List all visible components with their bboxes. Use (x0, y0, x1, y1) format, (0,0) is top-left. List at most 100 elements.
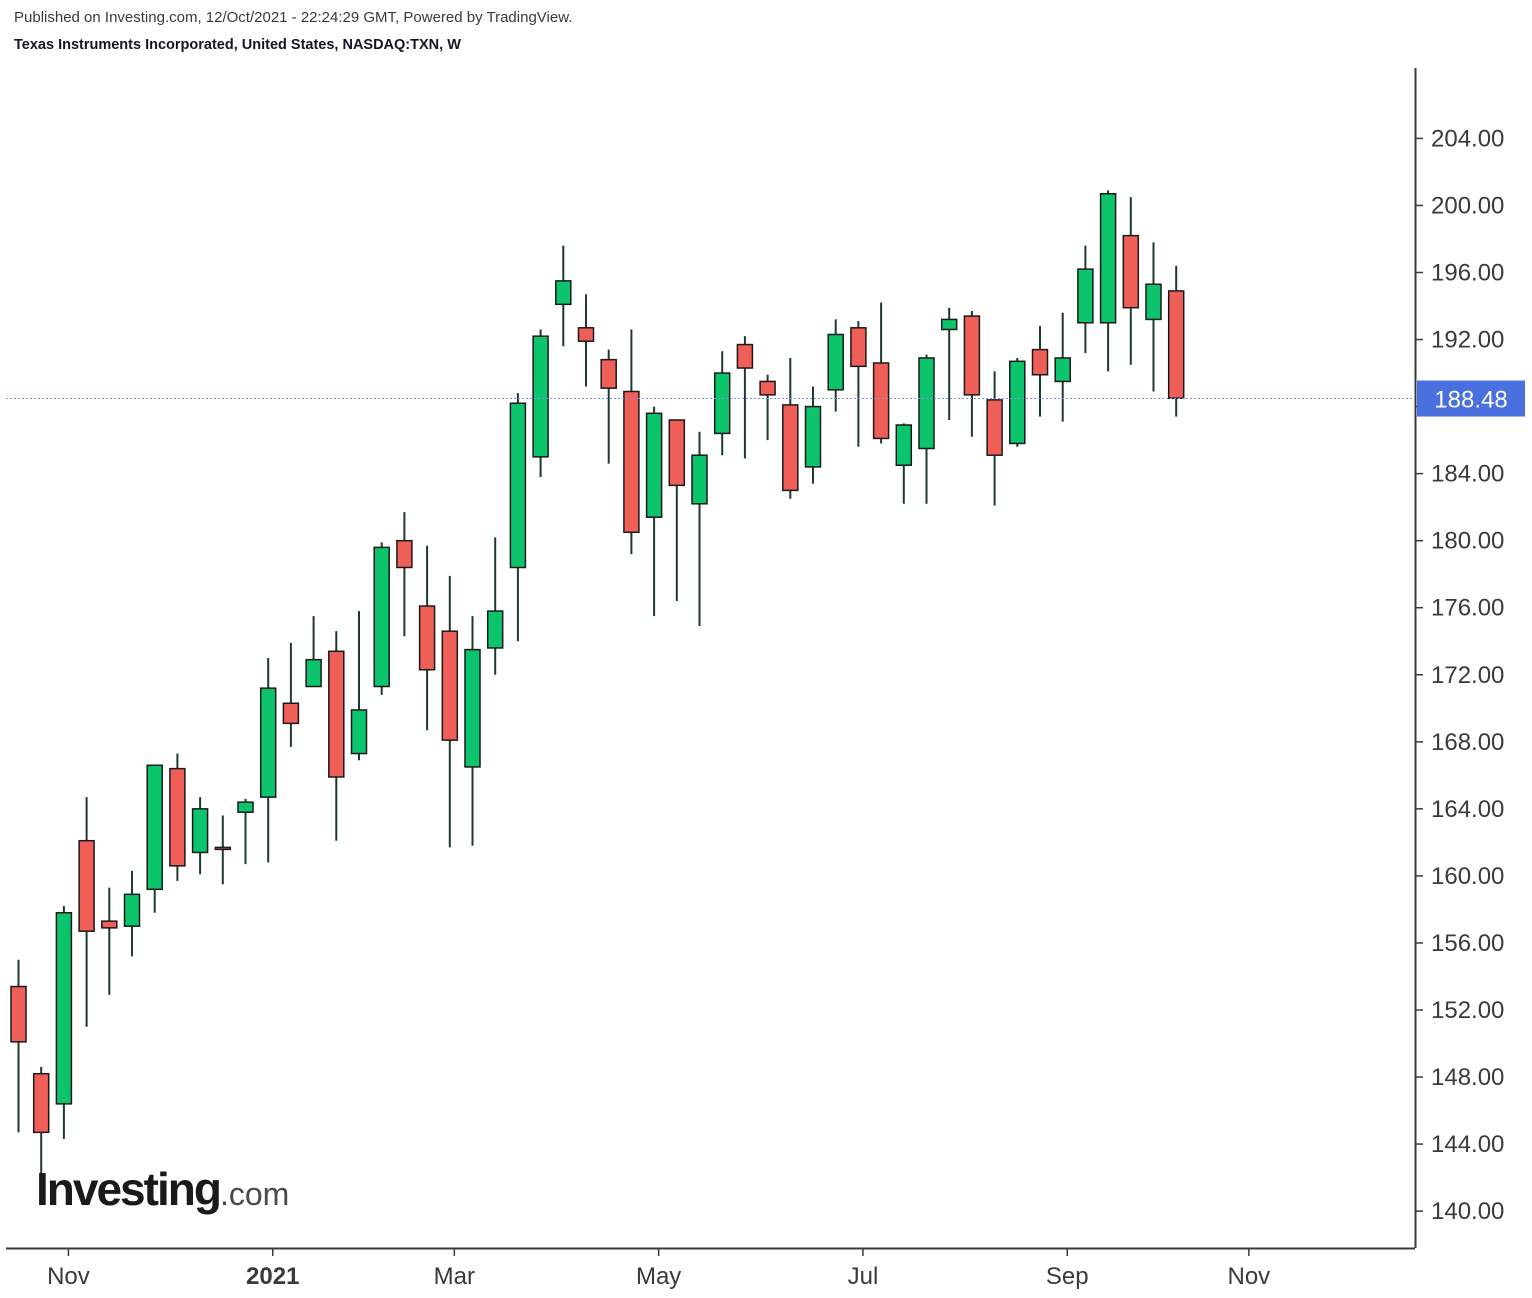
candle (804, 386, 822, 484)
instrument-title: Texas Instruments Incorporated, United S… (14, 37, 461, 53)
candle-body-down (623, 390, 640, 534)
candle-body-down (668, 419, 686, 487)
candle-body-down (759, 380, 776, 396)
candle-body-up (918, 357, 935, 450)
candle (940, 307, 958, 420)
candle (509, 393, 527, 642)
price-tick-label: 164.00 (1431, 796, 1504, 823)
time-tick-label: Sep (1046, 1263, 1089, 1290)
candle-body-up (191, 808, 209, 854)
candle-body-up (804, 405, 822, 468)
logo-suffix: .com (219, 1176, 290, 1212)
candle (305, 616, 322, 688)
candle (736, 336, 754, 459)
candles-layer (10, 190, 1185, 1186)
price-tick-label: 156.00 (1431, 930, 1504, 957)
price-tick-label: 176.00 (1431, 595, 1504, 622)
candle-body-up (146, 764, 163, 891)
candle-body-up (827, 333, 844, 391)
candle (214, 815, 232, 885)
investing-logo: Investing.com (36, 1162, 289, 1216)
candle-body-down (850, 327, 867, 368)
candle (895, 423, 913, 504)
last-price-label: 188.48 (1434, 387, 1507, 414)
candle (782, 357, 799, 499)
last-price-badge (1417, 380, 1525, 417)
time-tick-label: Jul (848, 1263, 879, 1290)
candle-body-down (328, 650, 345, 778)
candle (1009, 357, 1026, 447)
candle-body-up (486, 610, 504, 649)
candle-body-down (782, 404, 799, 492)
candle (146, 764, 163, 913)
candle (1167, 265, 1185, 417)
candle (169, 753, 186, 881)
time-tick-label: 2021 (246, 1263, 299, 1290)
candle (259, 658, 277, 863)
candle-body-up (123, 893, 141, 927)
candle (418, 545, 436, 731)
candle (282, 642, 300, 747)
candle-body-up (532, 335, 549, 458)
candle-body-up (259, 687, 277, 798)
candle (645, 406, 663, 617)
candle (237, 798, 254, 865)
price-axis: 140.00 144.00 148.00 152.00 156.00 160.00 164.… (1414, 68, 1525, 1248)
candle-body-up (691, 454, 708, 505)
candle-body-down (736, 343, 754, 369)
candle (191, 797, 209, 875)
candle (1031, 326, 1049, 417)
candle (713, 351, 731, 456)
price-tick-label: 180.00 (1431, 528, 1504, 555)
candle (441, 575, 459, 848)
candle-body-down (1167, 290, 1185, 399)
candle (963, 311, 981, 437)
candle (577, 294, 595, 387)
candle (918, 354, 935, 504)
price-tick-label: 200.00 (1431, 192, 1504, 219)
candle-body-up (1054, 357, 1071, 383)
candle-body-down (1031, 348, 1049, 376)
candle (10, 959, 27, 1133)
logo-brand: Investing (36, 1163, 222, 1215)
candle-body-down (101, 920, 118, 929)
price-tick-label: 184.00 (1431, 461, 1504, 488)
price-tick-label: 152.00 (1431, 997, 1504, 1024)
candle-body-down (10, 985, 27, 1043)
candle-body-down (872, 362, 890, 440)
candle (600, 349, 617, 464)
candle (759, 374, 776, 441)
candle-body-up (1009, 360, 1026, 445)
candle-body-down (441, 630, 459, 741)
candle-body-up (1099, 192, 1117, 324)
candle-body-down (214, 846, 232, 851)
candle-body-down (577, 327, 595, 342)
candle (1145, 242, 1162, 392)
candle-body-up (350, 709, 368, 755)
candle-body-up (895, 424, 913, 466)
candle (827, 319, 844, 412)
candle (623, 329, 640, 555)
candle (396, 512, 413, 637)
candle-body-down (418, 605, 436, 671)
candle (328, 631, 345, 841)
candle (1077, 245, 1094, 353)
price-tick-label: 196.00 (1431, 259, 1504, 286)
candle (872, 302, 890, 444)
candle (668, 419, 686, 602)
candle (32, 1066, 50, 1186)
price-tick-label: 192.00 (1431, 327, 1504, 354)
candle-body-up (464, 648, 481, 768)
price-tick-label: 160.00 (1431, 863, 1504, 890)
candle-body-down (282, 702, 300, 725)
candle-body-down (600, 358, 617, 389)
candle-body-up (509, 402, 527, 569)
candle-body-down (169, 767, 186, 867)
candle (350, 611, 368, 761)
candle-body-up (940, 318, 958, 331)
price-tick-label: 168.00 (1431, 729, 1504, 756)
candle (1054, 312, 1071, 422)
candle-body-up (305, 658, 322, 688)
candle-body-up (713, 372, 731, 435)
